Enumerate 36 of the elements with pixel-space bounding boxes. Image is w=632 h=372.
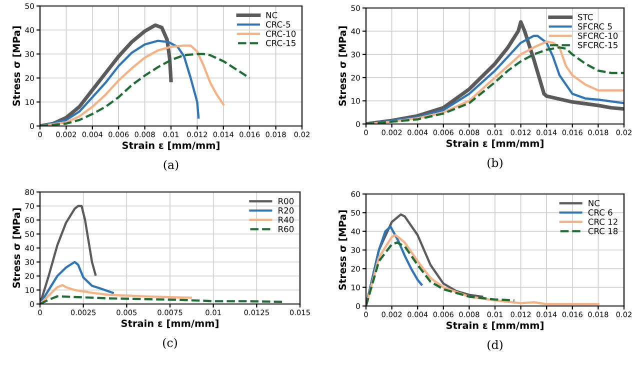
legend-label: NC [588, 200, 600, 206]
text: (b) [488, 158, 502, 169]
text: (d) [488, 340, 502, 351]
legend-label: R40 [278, 216, 294, 223]
legend-label: R60 [278, 226, 294, 232]
legend-label: CRC 18 [588, 228, 618, 234]
y-axis-title: Stress σ [MPa] [12, 208, 22, 288]
line-series [366, 234, 600, 306]
legend-label: SFCRC 5 [578, 23, 612, 30]
line-series [40, 40, 200, 126]
legend-label: NC [266, 12, 278, 18]
legend-label: SFCRC-15 [578, 42, 618, 48]
legend-label: CRC-10 [266, 30, 296, 37]
x-axis-title: Strain ε [mm/mm] [446, 139, 544, 148]
x-axis-title: Strain ε [mm/mm] [446, 321, 544, 330]
x-axis-title: Strain ε [mm/mm] [121, 319, 218, 328]
line-series [366, 241, 516, 306]
line-series [40, 52, 251, 126]
text: (a) [164, 160, 178, 171]
y-axis-title: Stress σ [MPa] [338, 210, 348, 290]
legend-label: CRC-5 [266, 21, 290, 28]
legend-label: CRC 12 [588, 218, 618, 225]
legend-label: STC [578, 14, 593, 20]
legend-label: R20 [278, 207, 294, 214]
text: (c) [163, 338, 177, 349]
legend-label: R00 [278, 198, 294, 204]
line-series [40, 295, 284, 304]
legend-label: CRC 6 [588, 209, 612, 216]
legend-label: CRC-15 [266, 40, 296, 46]
y-axis-title: Stress σ [MPa] [12, 26, 22, 106]
line-series [40, 44, 225, 126]
line-series [40, 260, 114, 304]
line-series [40, 284, 192, 304]
x-axis-title: Strain ε [mm/mm] [122, 141, 220, 150]
y-axis-title: Stress σ [MPa] [338, 26, 348, 106]
legend-label: SFCRC-10 [578, 32, 618, 39]
